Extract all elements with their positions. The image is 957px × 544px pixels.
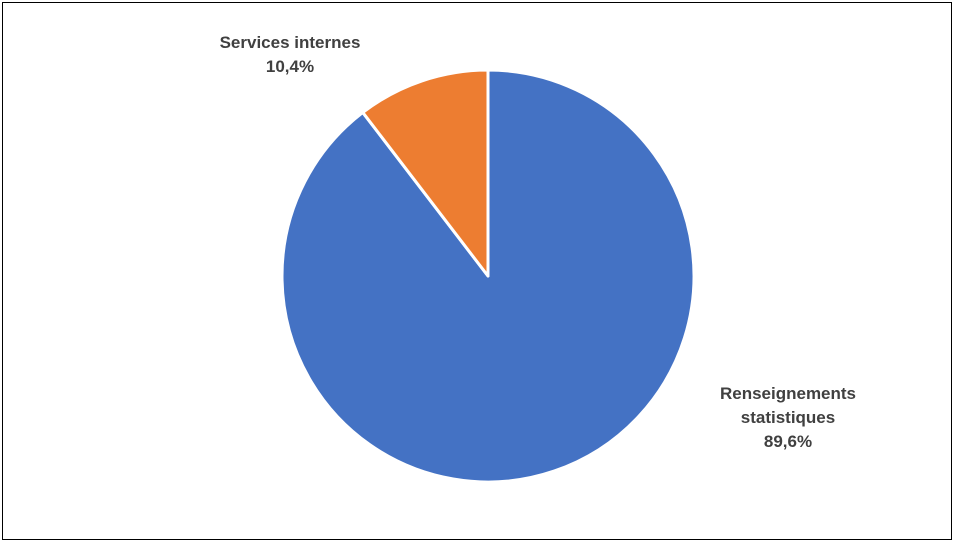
slice-category-label: Services internes bbox=[220, 33, 361, 52]
slice-category-label: Renseignements bbox=[720, 384, 856, 403]
slice-percent-label: 89,6% bbox=[764, 432, 812, 451]
pie-slice-2 bbox=[361, 68, 490, 278]
pie-chart: Renseignements statistiques 89,6% Services … bbox=[220, 33, 856, 484]
slice-category-label: statistiques bbox=[741, 408, 835, 427]
slice-data-label-2: Services internes 10,4% bbox=[220, 33, 361, 76]
slice-data-label-1: Renseignements statistiques 89,6% bbox=[720, 384, 856, 451]
slice-percent-label: 10,4% bbox=[266, 57, 314, 76]
